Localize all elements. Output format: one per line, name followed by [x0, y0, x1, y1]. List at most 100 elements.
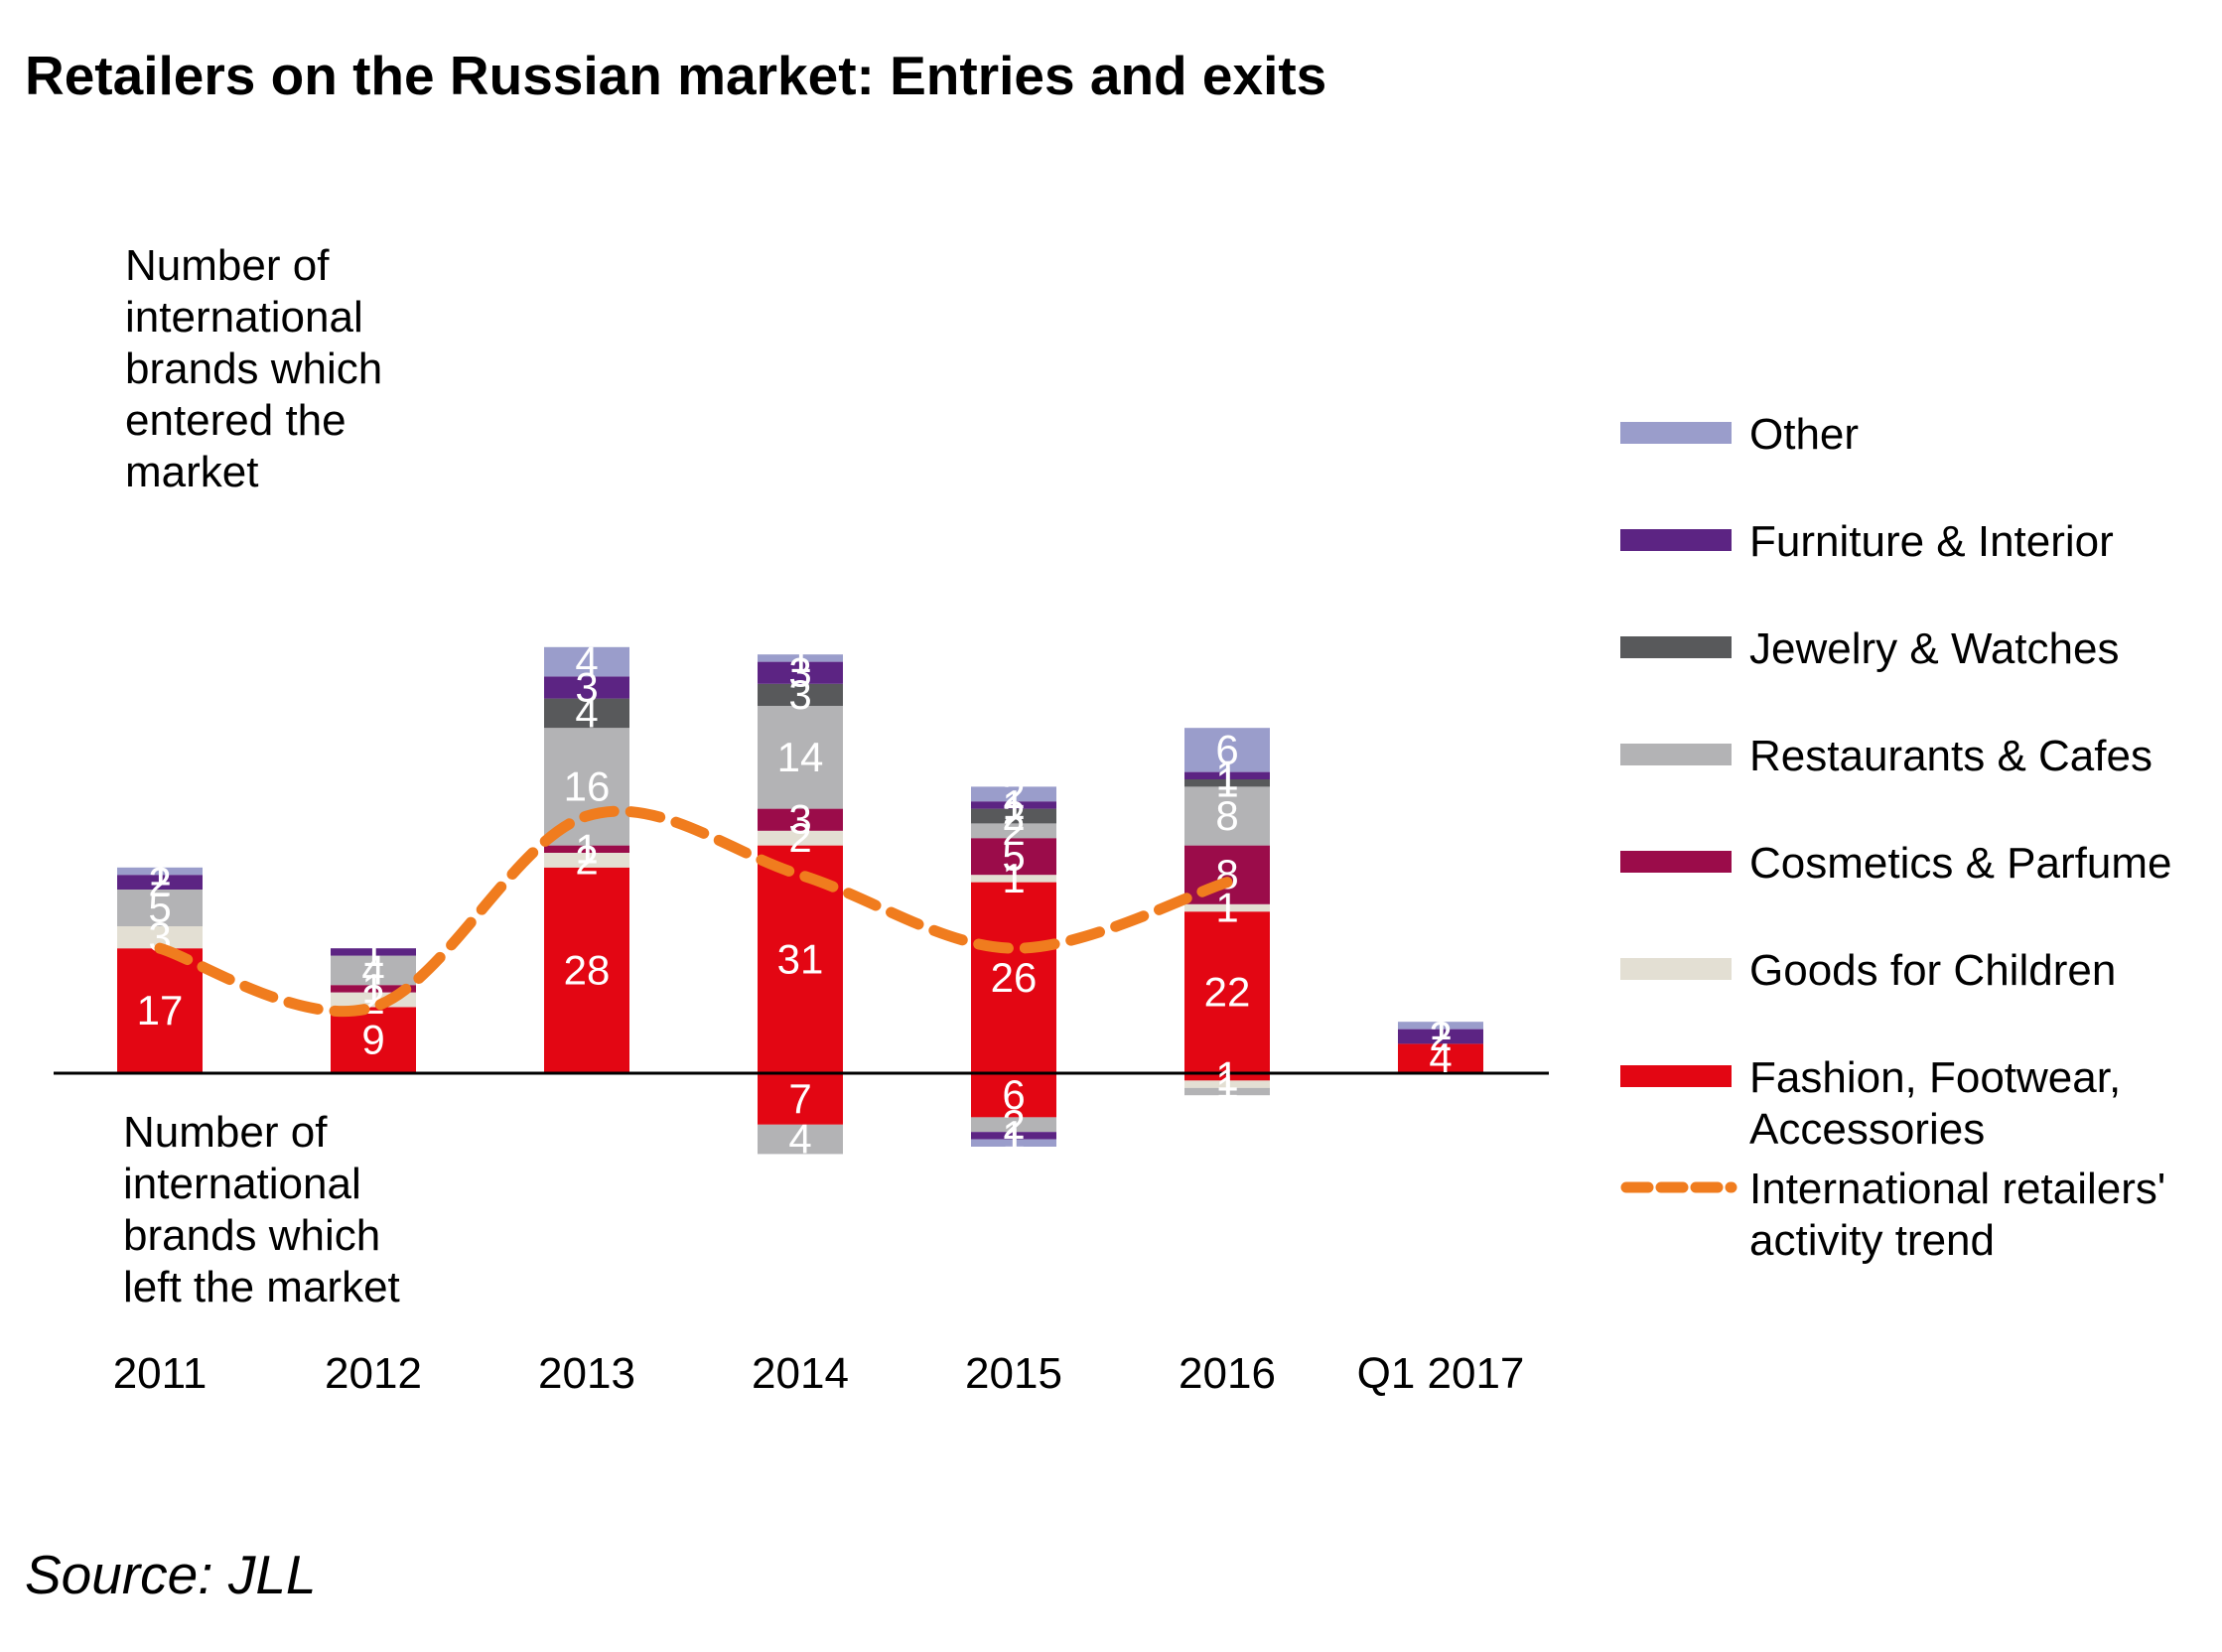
entries-annotation-line: market — [125, 448, 258, 496]
bar-segment-entry-restaurants-cafes — [117, 890, 203, 926]
x-tick-label: Q1 2017 — [1357, 1349, 1525, 1398]
legend-label: Restaurants & Cafes — [1749, 732, 2153, 780]
legend-swatch-fashion-footwear-accessories — [1620, 1065, 1732, 1087]
bar-segment-exit-restaurants-cafes — [971, 1117, 1056, 1133]
bar-segment-entry-other — [971, 786, 1056, 802]
legend-label: Jewelry & Watches — [1749, 624, 2119, 673]
x-tick-label: 2013 — [538, 1349, 635, 1398]
data-label-entry: 2 — [1002, 807, 1025, 854]
bar-segment-entry-restaurants-cafes — [758, 706, 843, 809]
legend-label: International retailers' — [1749, 1165, 2165, 1213]
x-tick-label: 2015 — [965, 1349, 1062, 1398]
exits-annotation-line: Number of — [123, 1108, 328, 1157]
exits-annotation-line: international — [123, 1160, 361, 1208]
legend-swatch-furniture-interior — [1620, 529, 1732, 551]
legend-swatch-restaurants-cafes — [1620, 744, 1732, 765]
legend-swatch-jewelry-watches — [1620, 636, 1732, 658]
legend-label: Furniture & Interior — [1749, 517, 2114, 566]
data-label-entry: 4 — [361, 946, 384, 993]
data-label-entry: 16 — [564, 762, 611, 809]
data-label-entry: 2 — [1429, 1013, 1452, 1059]
bar-segment-entry-restaurants-cafes — [1184, 786, 1270, 846]
bar-segment-entry-furniture-interior — [117, 875, 203, 890]
bar-segment-entry-goods-for-children — [117, 926, 203, 949]
data-label-entry: 3 — [788, 671, 811, 718]
data-label-entry: 31 — [777, 935, 824, 982]
exits-annotation-line: left the market — [123, 1263, 400, 1311]
bar-segment-entry-fashion-footwear-accessories — [117, 948, 203, 1073]
data-label-entry: 1 — [788, 634, 811, 681]
bar-segment-entry-other — [544, 646, 629, 677]
data-label-entry: 9 — [361, 1017, 384, 1063]
data-label-entry: 1 — [1215, 885, 1238, 931]
bar-segment-exit-fashion-footwear-accessories — [758, 1073, 843, 1125]
data-label-entry: 3 — [575, 664, 598, 711]
legend-label: Accessories — [1749, 1105, 1985, 1154]
bar-segment-entry-cosmetics-parfume — [971, 838, 1056, 876]
bar-segment-entry-furniture-interior — [758, 661, 843, 684]
bar-segment-entry-jewelry-watches — [544, 698, 629, 729]
x-tick-label: 2011 — [113, 1349, 208, 1398]
bar-segment-entry-furniture-interior — [544, 676, 629, 699]
bar-segment-entry-cosmetics-parfume — [758, 808, 843, 831]
bar-segment-entry-furniture-interior — [1398, 1029, 1483, 1044]
bar-segment-entry-furniture-interior — [971, 801, 1056, 809]
data-label-entry: 6 — [1215, 726, 1238, 772]
bar-segment-exit-other — [971, 1139, 1056, 1147]
data-label-entry: 14 — [777, 734, 824, 780]
bar-segment-exit-fashion-footwear-accessories — [1184, 1073, 1270, 1081]
data-label-exit: 1 — [1002, 1112, 1025, 1159]
bar-segment-entry-jewelry-watches — [758, 683, 843, 706]
bar-segment-entry-other — [117, 867, 203, 876]
bar-segment-exit-restaurants-cafes — [1184, 1087, 1270, 1096]
entries-annotation: Number of international brands which ent… — [125, 241, 395, 496]
legend-label: Other — [1749, 410, 1859, 459]
data-label-entry: 2 — [575, 836, 598, 883]
data-label-entry: 1 — [1215, 759, 1238, 806]
x-tick-label: 2012 — [325, 1349, 422, 1398]
data-label-entry: 3 — [788, 796, 811, 843]
data-label-entry: 1 — [1002, 781, 1025, 828]
bar-segment-exit-goods-for-children — [1184, 1080, 1270, 1088]
data-label-entry: 1 — [1429, 1002, 1452, 1048]
bar-segment-entry-cosmetics-parfume — [544, 845, 629, 853]
data-label-entry: 2 — [148, 859, 171, 905]
data-label-exit: 1 — [1002, 1119, 1025, 1166]
data-label-entry: 1 — [1002, 855, 1025, 901]
entries-annotation-line: Number of — [125, 241, 330, 290]
bar-segment-entry-fashion-footwear-accessories — [1398, 1043, 1483, 1073]
entries-annotation-line: international — [125, 293, 363, 342]
entries-annotation-line: brands which — [125, 344, 382, 393]
bar-segment-entry-goods-for-children — [1184, 903, 1270, 912]
data-label-entry: 1 — [361, 928, 384, 975]
legend-swatch-goods-for-children — [1620, 958, 1732, 980]
data-label-entry: 8 — [1215, 792, 1238, 839]
bar-segment-entry-goods-for-children — [758, 830, 843, 846]
legend-label: Goods for Children — [1749, 946, 2116, 995]
legend-swatch-other — [1620, 422, 1732, 444]
trend-line — [154, 805, 1233, 1018]
data-label-exit: 1 — [1215, 1053, 1238, 1100]
data-label-entry: 4 — [575, 689, 598, 736]
bar-segment-entry-restaurants-cafes — [971, 823, 1056, 839]
data-label-entry: 4 — [1429, 1034, 1452, 1081]
bar-segment-entry-jewelry-watches — [1184, 779, 1270, 787]
legend-swatch-cosmetics-parfume — [1620, 851, 1732, 873]
bar-segment-exit-furniture-interior — [971, 1132, 1056, 1140]
data-label-entry: 4 — [575, 638, 598, 685]
bar-segment-entry-other — [1184, 728, 1270, 772]
bar-segment-entry-fashion-footwear-accessories — [544, 867, 629, 1073]
bar-segment-entry-jewelry-watches — [971, 808, 1056, 824]
x-axis-ticks: 2011 2012 2013 2014 2015 2016 Q1 2017 — [113, 1349, 1525, 1398]
legend-label: activity trend — [1749, 1216, 1995, 1265]
data-label-entry: 1 — [1215, 752, 1238, 798]
data-label-entry: 28 — [564, 946, 611, 993]
bar-segment-exit-restaurants-cafes — [758, 1124, 843, 1155]
data-label-exit: 2 — [1002, 1101, 1025, 1148]
bar-segment-entry-cosmetics-parfume — [331, 985, 416, 993]
data-label-entry: 5 — [148, 885, 171, 931]
bar-segment-entry-fashion-footwear-accessories — [331, 1007, 416, 1073]
exits-annotation-line: brands which — [123, 1211, 380, 1260]
